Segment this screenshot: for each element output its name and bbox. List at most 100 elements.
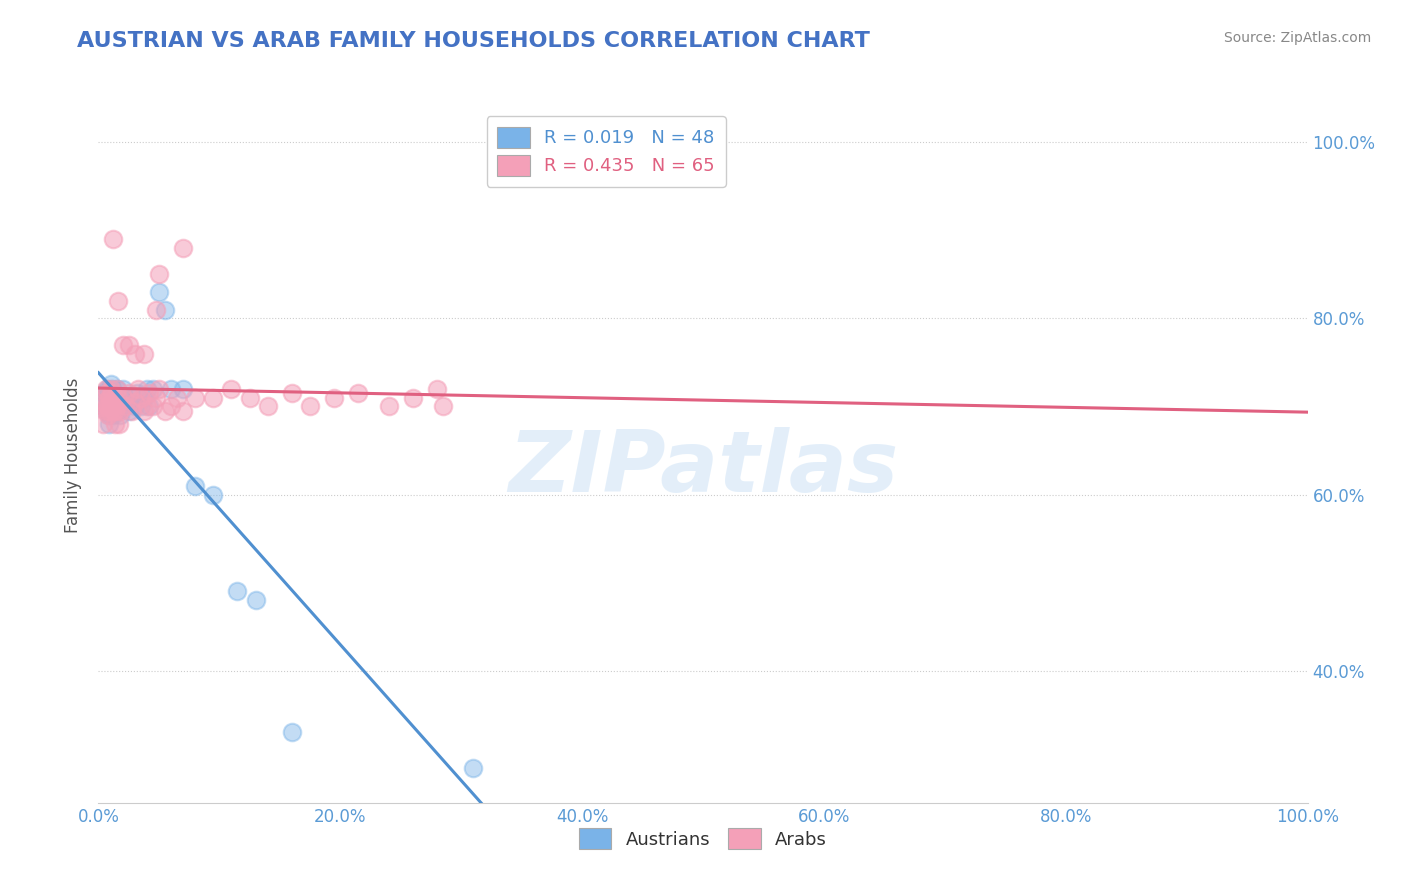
Text: Source: ZipAtlas.com: Source: ZipAtlas.com xyxy=(1223,31,1371,45)
Point xyxy=(153,404,176,418)
Point xyxy=(202,391,225,405)
Point xyxy=(221,382,243,396)
Point xyxy=(114,391,136,405)
Point xyxy=(105,400,128,414)
Point xyxy=(97,386,120,401)
Point xyxy=(103,400,125,414)
Point xyxy=(129,400,152,414)
Point xyxy=(100,400,122,414)
Point xyxy=(377,400,399,414)
Point xyxy=(239,391,262,405)
Point xyxy=(134,404,156,418)
Point xyxy=(96,382,118,396)
Point xyxy=(104,395,127,409)
Point xyxy=(172,241,194,255)
Point xyxy=(118,386,141,401)
Point xyxy=(91,417,114,431)
Point xyxy=(138,386,160,401)
Point xyxy=(100,382,122,396)
Point xyxy=(245,593,267,607)
Point xyxy=(94,404,117,418)
Point xyxy=(101,400,124,414)
Point xyxy=(104,404,127,418)
Point xyxy=(121,391,143,405)
Point xyxy=(127,382,149,396)
Point xyxy=(145,302,167,317)
Point xyxy=(98,409,121,423)
Point xyxy=(94,382,117,396)
Point xyxy=(93,395,115,409)
Y-axis label: Family Households: Family Households xyxy=(65,377,83,533)
Point xyxy=(105,391,128,405)
Point xyxy=(127,386,149,401)
Point xyxy=(100,400,122,414)
Point xyxy=(101,395,124,409)
Point xyxy=(118,338,141,352)
Point xyxy=(135,400,157,414)
Point xyxy=(160,382,183,396)
Point xyxy=(103,386,125,401)
Point xyxy=(463,761,485,775)
Point xyxy=(135,382,157,396)
Point xyxy=(97,409,120,423)
Point xyxy=(93,386,115,401)
Point xyxy=(108,404,131,418)
Point xyxy=(108,409,131,423)
Point xyxy=(172,382,194,396)
Point xyxy=(110,395,132,409)
Point xyxy=(142,382,165,396)
Point xyxy=(160,400,183,414)
Point xyxy=(184,479,207,493)
Point xyxy=(101,232,124,246)
Point xyxy=(103,400,125,414)
Point xyxy=(97,404,120,418)
Point xyxy=(145,391,167,405)
Point xyxy=(98,400,121,414)
Point xyxy=(124,346,146,360)
Point xyxy=(202,487,225,501)
Point xyxy=(281,725,304,739)
Point xyxy=(142,400,165,414)
Point xyxy=(103,391,125,405)
Point xyxy=(91,395,114,409)
Point xyxy=(172,404,194,418)
Point xyxy=(96,400,118,414)
Point xyxy=(402,391,425,405)
Point xyxy=(107,391,129,405)
Legend: Austrians, Arabs: Austrians, Arabs xyxy=(572,822,834,856)
Point xyxy=(96,400,118,414)
Point xyxy=(108,417,131,431)
Point xyxy=(100,377,122,392)
Point xyxy=(347,386,370,401)
Point xyxy=(100,400,122,414)
Point xyxy=(114,400,136,414)
Point xyxy=(91,400,114,414)
Point xyxy=(323,391,346,405)
Point xyxy=(98,404,121,418)
Point xyxy=(124,395,146,409)
Point xyxy=(100,382,122,396)
Point xyxy=(100,391,122,405)
Point xyxy=(148,285,170,299)
Point xyxy=(299,400,322,414)
Point xyxy=(166,391,188,405)
Point xyxy=(129,391,152,405)
Point xyxy=(153,302,176,317)
Point xyxy=(118,404,141,418)
Point xyxy=(432,400,454,414)
Point xyxy=(281,386,304,401)
Text: AUSTRIAN VS ARAB FAMILY HOUSEHOLDS CORRELATION CHART: AUSTRIAN VS ARAB FAMILY HOUSEHOLDS CORRE… xyxy=(77,31,870,51)
Point xyxy=(104,404,127,418)
Point xyxy=(105,382,128,396)
Point xyxy=(226,584,249,599)
Point xyxy=(101,404,124,418)
Point xyxy=(107,293,129,308)
Point xyxy=(98,391,121,405)
Point xyxy=(105,382,128,396)
Point xyxy=(97,400,120,414)
Point xyxy=(98,417,121,431)
Point xyxy=(134,391,156,405)
Point xyxy=(134,346,156,360)
Text: ZIPatlas: ZIPatlas xyxy=(508,427,898,510)
Point xyxy=(111,382,134,396)
